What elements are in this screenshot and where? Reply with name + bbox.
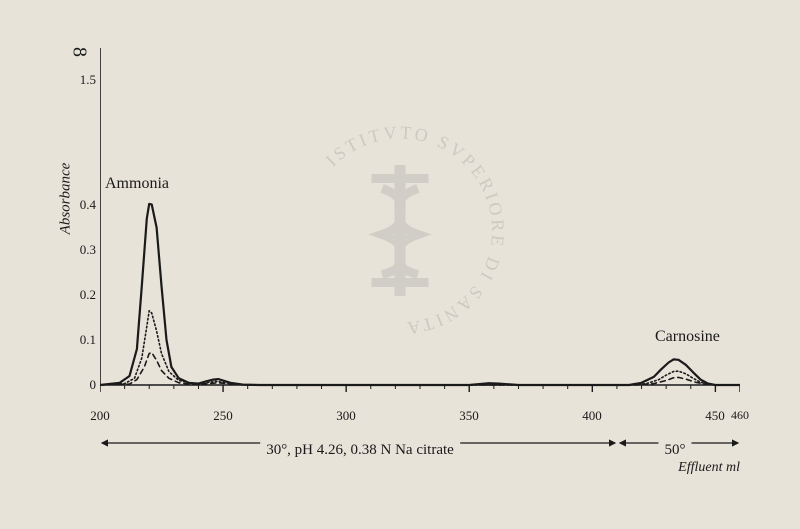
x-tick-400: 400 — [582, 408, 602, 424]
x-axis-label: Effluent ml — [678, 460, 740, 476]
x-tick-350: 350 — [459, 408, 479, 424]
y-tick-0.2: 0.2 — [70, 287, 96, 303]
x-tick-300: 300 — [336, 408, 356, 424]
plot-svg — [100, 40, 740, 400]
y-tick-0: 0 — [70, 377, 96, 393]
x-tick-250: 250 — [213, 408, 233, 424]
y-tick-0.1: 0.1 — [70, 332, 96, 348]
y-tick-0.4: 0.4 — [70, 197, 96, 213]
peak-label-carnosine: Carnosine — [655, 328, 720, 346]
y-infinity: 8 — [68, 47, 91, 57]
condition-2: 50° — [659, 442, 692, 459]
x-tick-450: 450 — [705, 408, 725, 424]
chart-container: Absorbance 8 1.5 0.4 0.3 0.2 0.1 0 Ammon… — [70, 40, 750, 440]
plot-area: 8 1.5 0.4 0.3 0.2 0.1 0 Ammonia Carnosin… — [100, 40, 740, 400]
condition-1: 30°, pH 4.26, 0.38 N Na citrate — [260, 442, 460, 459]
x-tick-460: 460 — [731, 408, 749, 423]
peak-label-ammonia: Ammonia — [105, 175, 169, 193]
y-tick-1.5: 1.5 — [70, 72, 96, 88]
y-tick-0.3: 0.3 — [70, 242, 96, 258]
x-tick-200: 200 — [90, 408, 110, 424]
